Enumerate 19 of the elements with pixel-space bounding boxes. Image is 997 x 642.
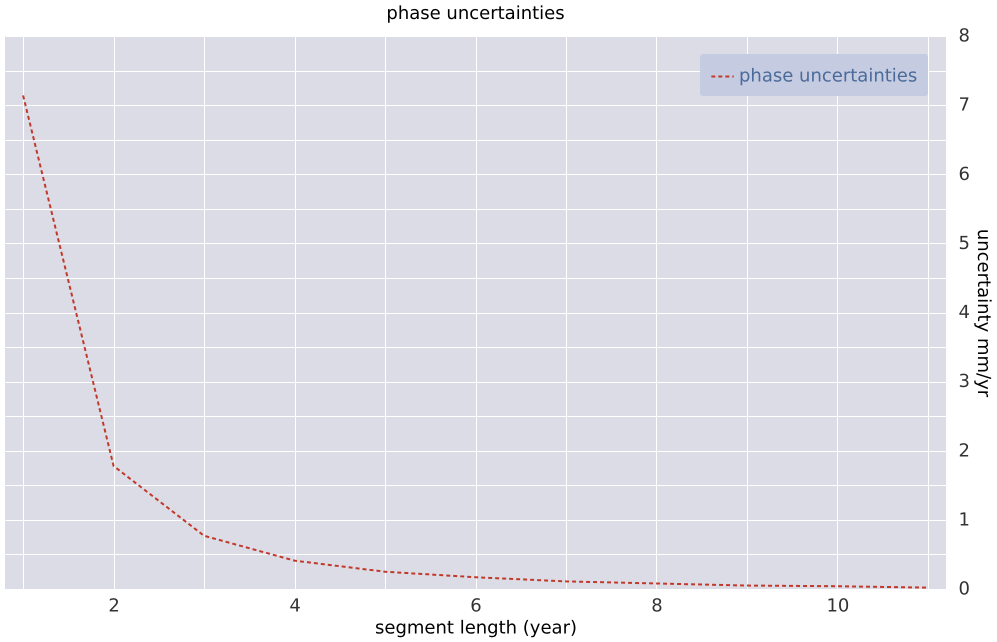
y-tick-label: 0 — [958, 578, 970, 600]
y-tick-label: 2 — [958, 440, 970, 462]
y-axis-title: uncertainty mm/yr — [972, 228, 994, 398]
x-axis-title: segment length (year) — [375, 618, 577, 638]
line-series — [22, 94, 929, 589]
x-tick-label: 2 — [108, 596, 120, 616]
y-tick-label: 3 — [958, 371, 970, 392]
y-tick-label: 5 — [958, 232, 970, 254]
y-tick-label: 4 — [958, 302, 970, 323]
x-tick-label: 6 — [470, 596, 482, 616]
x-tick-label: 8 — [651, 596, 663, 616]
y-tick-label: 7 — [958, 94, 970, 116]
legend-label: phase uncertainties — [739, 66, 918, 86]
x-tick-label: 4 — [289, 596, 301, 616]
chart-title: phase uncertainties — [386, 3, 565, 24]
y-tick-label: 1 — [958, 509, 970, 530]
y-tick-label: 8 — [958, 26, 970, 46]
y-tick-label: 6 — [958, 164, 970, 185]
x-tick-label: 10 — [826, 596, 850, 616]
